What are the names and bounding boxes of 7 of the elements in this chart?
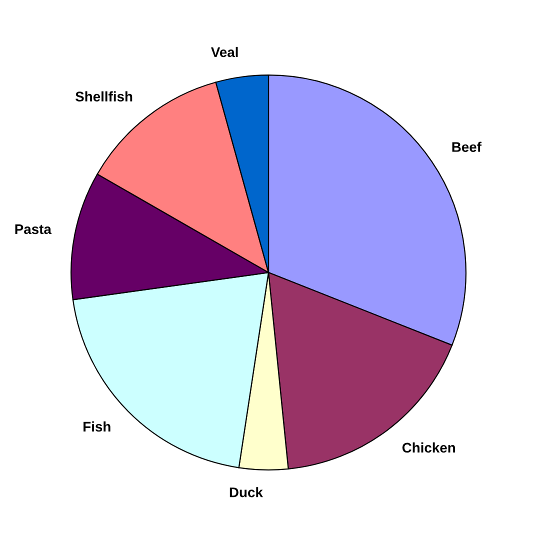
slice-label: Pasta bbox=[15, 224, 52, 234]
slice-label: Duck bbox=[230, 487, 263, 498]
slice-label: Beef bbox=[452, 142, 482, 152]
slice-label: Veal bbox=[211, 46, 238, 58]
slice-label: Fish bbox=[84, 421, 110, 432]
slice-label: Chicken bbox=[402, 442, 455, 453]
slice-label: Shellfish bbox=[75, 91, 132, 102]
